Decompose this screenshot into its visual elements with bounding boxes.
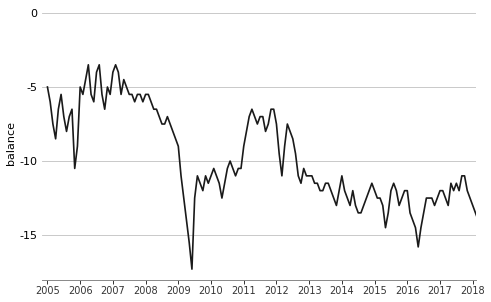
Y-axis label: balance: balance xyxy=(5,120,16,165)
